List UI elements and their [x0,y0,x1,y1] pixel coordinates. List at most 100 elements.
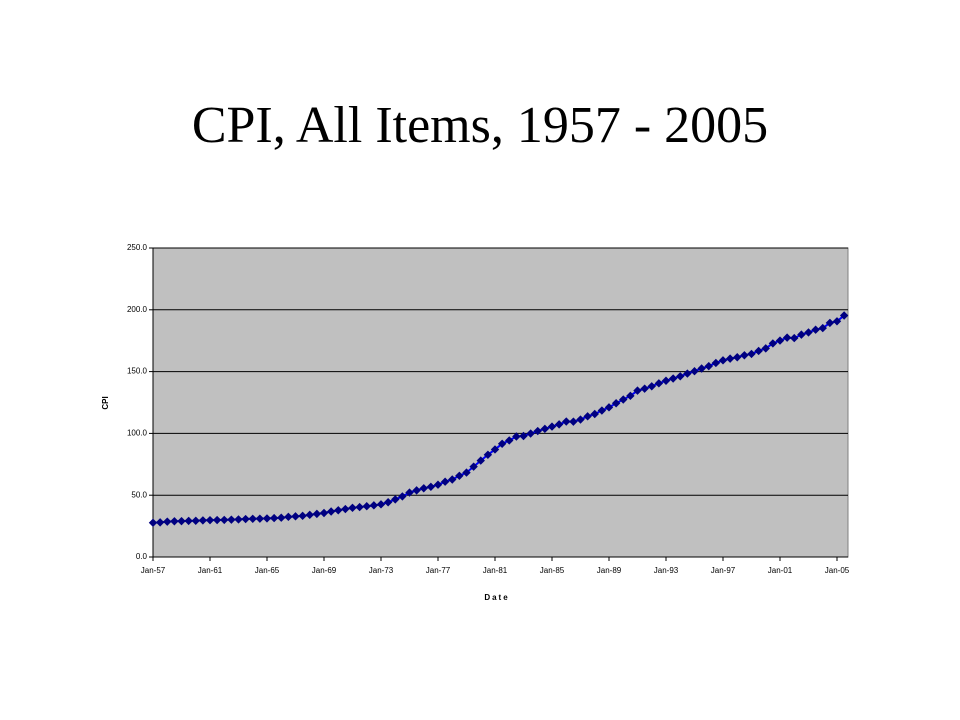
y-tick-label: 250.0 [127,243,148,252]
data-point [405,488,414,497]
data-point [220,515,229,525]
data-point [533,426,542,436]
chart-title: CPI, All Items, 1957 - 2005 [192,97,768,154]
data-point [277,513,286,522]
data-point [241,514,250,524]
data-point [155,518,165,527]
data-point [797,330,806,339]
data-point [832,317,842,326]
x-tick-label: Jan-65 [255,566,280,575]
data-point [583,412,592,421]
data-point [198,516,208,525]
data-point [269,513,279,523]
data-point [697,364,706,373]
data-point [476,456,485,465]
data-point [704,361,713,371]
data-point [619,395,628,404]
data-point [626,391,635,401]
x-tick-label: Jan-01 [768,566,793,575]
x-tick-label: Jan-85 [540,566,565,575]
data-point [604,403,614,412]
data-point [818,323,827,333]
data-point [839,311,849,320]
data-point [170,517,179,526]
data-point [376,500,386,509]
data-point [633,386,642,395]
data-point [362,501,371,511]
data-point [255,514,265,523]
data-point [455,471,464,481]
y-tick-label: 100.0 [127,429,148,438]
data-point [683,369,692,378]
data-point [825,318,835,328]
data-point [804,328,813,337]
data-point [462,468,471,477]
data-point [383,498,393,507]
y-tick-label: 200.0 [127,305,148,314]
data-point [676,372,685,381]
data-point [184,516,193,526]
data-point [319,508,329,518]
data-point [740,351,749,360]
y-tick-label: 50.0 [131,490,147,499]
data-point [262,514,272,523]
x-tick-label: Jan-57 [141,566,166,575]
x-tick-label: Jan-93 [654,566,679,575]
data-point [661,376,671,385]
data-point [554,420,564,429]
data-point [761,344,770,353]
data-point [497,439,507,448]
data-point [469,462,478,471]
data-point [305,510,314,520]
data-point [562,417,571,426]
data-point [490,445,500,454]
data-point [348,503,357,513]
data-point [369,501,379,510]
data-point [782,333,792,342]
data-point [298,511,307,521]
data-point [284,512,293,522]
data-point [419,484,428,493]
data-point [177,516,186,526]
data-point [775,336,785,345]
data-point [355,502,364,512]
data-point [569,417,578,426]
data-point [768,339,778,348]
data-point [690,367,699,376]
data-point [647,382,656,391]
x-tick-label: Jan-69 [312,566,337,575]
x-tick-label: Jan-05 [825,566,850,575]
data-point [725,354,735,363]
data-point [191,516,200,525]
data-point [547,422,557,431]
y-tick-label: 150.0 [127,367,148,376]
data-point [526,429,535,438]
data-point [341,504,350,514]
data-point [611,399,621,408]
x-tick-label: Jan-73 [369,566,394,575]
plot-area [152,247,849,558]
data-point [597,406,607,415]
x-tick-label: Jan-89 [597,566,622,575]
x-tick-label: Jan-77 [426,566,451,575]
data-point [148,518,158,527]
data-point [398,492,407,501]
x-tick-label: Jan-61 [198,566,223,575]
x-axis-title: Date [484,593,509,602]
data-point [590,409,599,419]
x-tick-label: Jan-97 [711,566,736,575]
data-point [334,506,343,515]
data-point [540,424,550,434]
data-point [733,353,742,362]
data-point [440,477,450,486]
data-point [391,495,400,504]
data-point [163,517,172,526]
data-point [312,509,322,519]
x-tick-label: Jan-81 [483,566,508,575]
data-point [576,415,585,424]
data-point [654,379,664,388]
data-point [519,431,528,441]
data-point [205,515,215,525]
